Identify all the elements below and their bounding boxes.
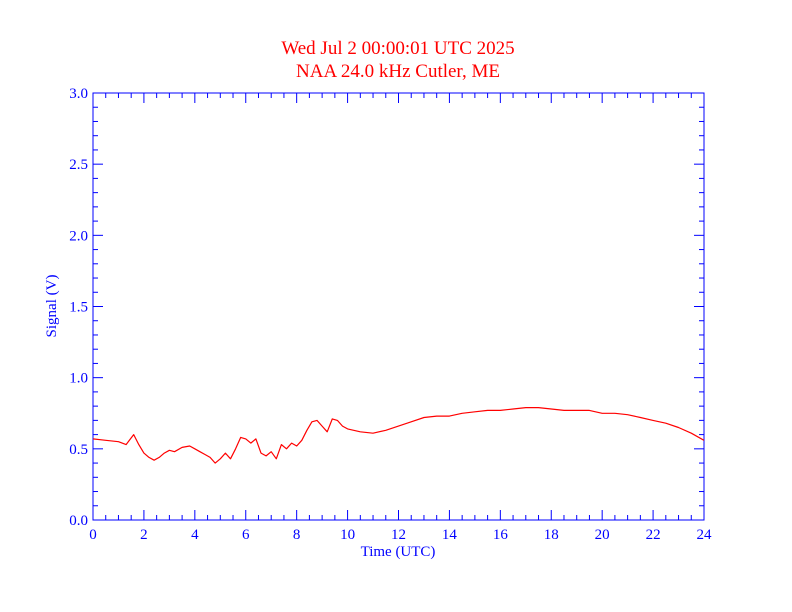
chart-title: Wed Jul 2 00:00:01 UTC 2025 [281,38,514,59]
x-tick-label: 14 [442,527,458,543]
x-tick-label: 4 [191,527,199,543]
y-tick-labels: 0.0 0.5 1.0 1.5 2.0 2.5 3.0 [69,86,88,529]
y-tick-label: 3.0 [69,86,88,102]
y-tick-label: 0.5 [69,442,88,458]
chart-subtitle: NAA 24.0 kHz Cutler, ME [296,61,500,82]
series-group [93,407,704,464]
x-tick-label: 18 [544,527,559,543]
series-line [93,407,704,464]
y-tick-label: 2.0 [69,228,88,244]
y-tick-label: 1.0 [69,371,88,387]
y-tick-label: 1.5 [69,300,88,316]
y-tick-label: 2.5 [69,157,88,173]
x-tick-label: 8 [293,527,301,543]
x-tick-labels: 0 2 4 6 8 10 12 14 16 18 20 22 24 [89,527,712,543]
plot-frame [92,92,705,521]
x-tick-label: 12 [391,527,406,543]
y-axis-label: Signal (V) [44,275,60,338]
x-tick-label: 10 [340,527,355,543]
x-tick-label: 16 [493,527,509,543]
x-tick-label: 24 [697,527,713,543]
y-tick-label: 0.0 [69,513,88,529]
axis-ticks [92,92,705,521]
x-tick-label: 22 [646,527,661,543]
x-tick-label: 0 [89,527,97,543]
x-axis-label: Time (UTC) [361,544,436,560]
x-tick-label: 6 [242,527,250,543]
x-tick-label: 20 [595,527,610,543]
x-tick-label: 2 [140,527,148,543]
